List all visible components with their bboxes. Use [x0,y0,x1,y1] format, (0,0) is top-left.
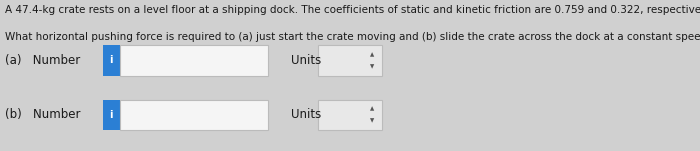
Text: Units: Units [290,108,321,121]
Text: A 47.4-kg crate rests on a level floor at a shipping dock. The coefficients of s: A 47.4-kg crate rests on a level floor a… [5,5,700,14]
Text: Units: Units [290,54,321,67]
Text: ▲: ▲ [370,52,374,57]
FancyBboxPatch shape [120,45,268,76]
Text: What horizontal pushing force is required to (a) just start the crate moving and: What horizontal pushing force is require… [5,32,700,42]
FancyBboxPatch shape [103,100,120,130]
Text: ▼: ▼ [370,118,374,123]
Text: (a)   Number: (a) Number [5,54,80,67]
FancyBboxPatch shape [318,45,382,76]
Text: ▲: ▲ [370,106,374,111]
Text: ▼: ▼ [370,64,374,69]
FancyBboxPatch shape [318,100,382,130]
FancyBboxPatch shape [120,100,268,130]
Text: (b)   Number: (b) Number [5,108,80,121]
FancyBboxPatch shape [103,45,120,76]
Text: i: i [109,55,113,65]
Text: i: i [109,110,113,120]
